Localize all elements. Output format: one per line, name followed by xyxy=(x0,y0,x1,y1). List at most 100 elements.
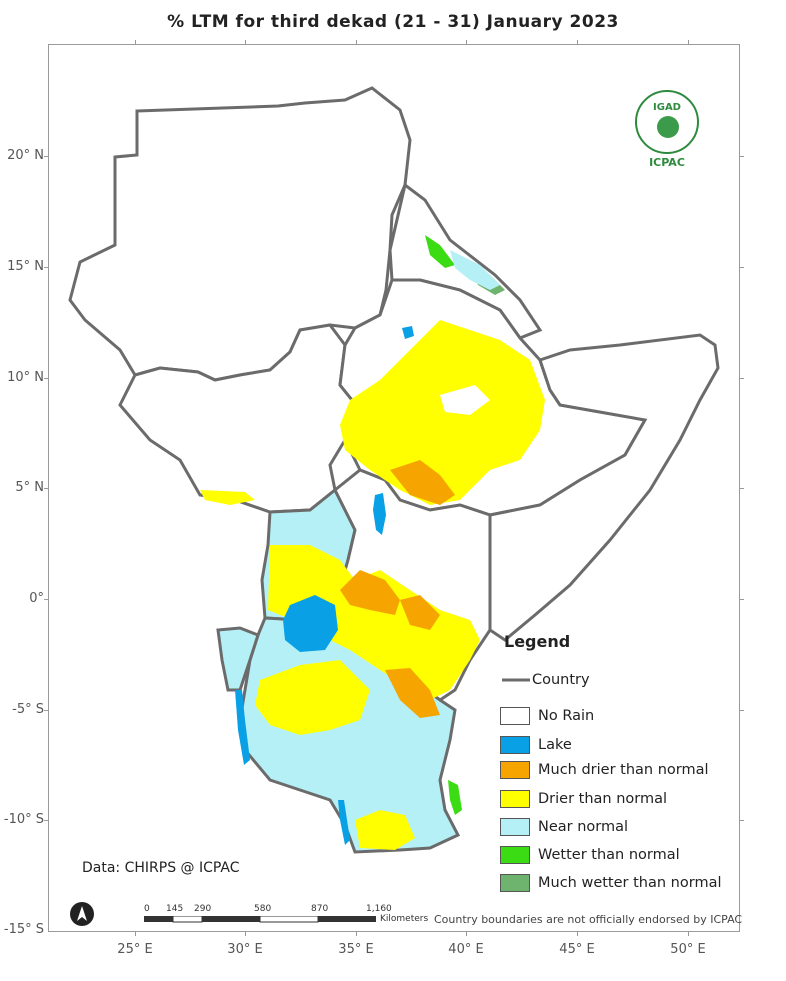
legend-swatch xyxy=(500,707,530,725)
legend-item: Drier than normal xyxy=(500,789,667,809)
y-tick-mark xyxy=(44,710,48,711)
x-tick-label: 30° E xyxy=(227,942,263,957)
legend-item-label: Much wetter than normal xyxy=(538,875,722,891)
near-normal-patch-eritrea xyxy=(450,250,500,290)
data-credit: Data: CHIRPS @ ICPAC xyxy=(82,860,240,876)
wetter-patch-eritrea xyxy=(425,235,455,268)
drier-patch-tanzania xyxy=(255,660,370,735)
scale-label: 290 xyxy=(194,904,212,914)
legend-item-label: Much drier than normal xyxy=(538,762,709,778)
legend-swatch xyxy=(500,761,530,779)
legend-item-label: Lake xyxy=(538,737,572,753)
scale-bar-graphic xyxy=(144,916,376,923)
map-legend: Legend Country No Rain Lake Much drier t… xyxy=(496,632,740,892)
legend-item-label: Wetter than normal xyxy=(538,847,680,863)
y-tick-label: -10° S xyxy=(3,812,44,827)
y-tick-mark xyxy=(44,488,48,489)
y-tick-mark xyxy=(740,156,744,157)
legend-swatch xyxy=(500,790,530,808)
y-tick-label: 5° N xyxy=(15,480,44,495)
y-tick-mark xyxy=(740,820,744,821)
legend-swatch xyxy=(500,846,530,864)
x-tick-mark xyxy=(245,40,246,44)
y-tick-label: 10° N xyxy=(7,370,44,385)
y-tick-mark xyxy=(44,599,48,600)
north-arrow-glyph xyxy=(77,906,87,921)
y-tick-mark xyxy=(44,267,48,268)
lake-tanganyika xyxy=(235,690,250,765)
legend-country-label: Country xyxy=(532,672,590,688)
x-tick-mark xyxy=(135,40,136,44)
x-tick-mark xyxy=(245,932,246,936)
globe-icon xyxy=(657,116,679,138)
lake-tana xyxy=(402,326,414,339)
x-tick-mark xyxy=(466,932,467,936)
much-drier-patch-ethiopia xyxy=(390,460,455,505)
legend-item: Much drier than normal xyxy=(500,760,709,780)
north-arrow-icon xyxy=(70,902,94,926)
x-tick-mark xyxy=(577,40,578,44)
y-tick-mark xyxy=(740,267,744,268)
scale-label: 870 xyxy=(311,904,329,914)
scale-label: 0 xyxy=(144,904,150,914)
legend-item-label: Near normal xyxy=(538,819,629,835)
x-tick-label: 40° E xyxy=(448,942,484,957)
much-drier-patch-tanzania xyxy=(385,668,440,718)
y-tick-label: -15° S xyxy=(3,922,44,937)
logo-emblem: IGAD xyxy=(635,90,699,154)
country-line-icon xyxy=(502,678,530,682)
map-frame xyxy=(48,44,740,932)
legend-country-row: Country xyxy=(500,670,590,690)
lake-victoria xyxy=(283,595,338,652)
scale-label: 145 xyxy=(166,904,184,914)
y-tick-mark xyxy=(740,378,744,379)
map-title: % LTM for third dekad (21 - 31) January … xyxy=(167,12,619,32)
y-tick-mark xyxy=(44,820,48,821)
legend-swatch xyxy=(500,874,530,892)
drier-patch-kenya-uganda xyxy=(268,545,480,700)
country-somalia xyxy=(488,333,720,642)
y-tick-label: 20° N xyxy=(7,148,44,163)
x-tick-mark xyxy=(135,932,136,936)
near-normal-patch-ethiopia xyxy=(440,385,490,415)
icpac-logo: IGAD ICPAC xyxy=(630,90,704,169)
scale-label: 580 xyxy=(254,904,272,914)
legend-item: Much wetter than normal xyxy=(500,873,721,893)
y-tick-mark xyxy=(44,156,48,157)
scale-label: 1,160 xyxy=(366,904,392,914)
x-tick-mark xyxy=(688,40,689,44)
scale-unit: Kilometers xyxy=(380,914,429,924)
y-tick-label: 0° xyxy=(29,591,44,606)
lake-turkana xyxy=(373,493,386,535)
y-tick-mark xyxy=(740,488,744,489)
legend-item-label: Drier than normal xyxy=(538,791,668,807)
x-tick-mark xyxy=(356,932,357,936)
y-tick-mark xyxy=(44,378,48,379)
x-tick-mark xyxy=(577,932,578,936)
boundary-disclaimer: Country boundaries are not officially en… xyxy=(434,913,743,926)
x-tick-label: 35° E xyxy=(338,942,374,957)
y-tick-label: -5° S xyxy=(12,702,44,717)
y-tick-mark xyxy=(740,710,744,711)
x-tick-mark xyxy=(466,40,467,44)
x-tick-label: 25° E xyxy=(117,942,153,957)
legend-item: Near normal xyxy=(500,817,628,837)
country-rwanda-burundi xyxy=(216,626,260,692)
legend-item: Wetter than normal xyxy=(500,845,680,865)
drier-patch-south-sudan xyxy=(200,490,255,505)
y-tick-mark xyxy=(740,599,744,600)
logo-icpac-text: ICPAC xyxy=(649,156,685,169)
wetter-patch-tanzania-coast xyxy=(448,780,462,815)
x-tick-label: 45° E xyxy=(559,942,595,957)
legend-item: No Rain xyxy=(500,706,594,726)
drier-patch-ethiopia xyxy=(340,320,545,505)
legend-title: Legend xyxy=(504,632,571,651)
x-tick-mark xyxy=(688,932,689,936)
much-drier-patch-kenya xyxy=(340,570,400,615)
legend-item: Lake xyxy=(500,735,572,755)
much-drier-patch-kenya-2 xyxy=(400,595,440,630)
legend-item-label: No Rain xyxy=(538,708,595,724)
x-tick-mark xyxy=(356,40,357,44)
drier-patch-tanzania-south xyxy=(355,810,415,850)
